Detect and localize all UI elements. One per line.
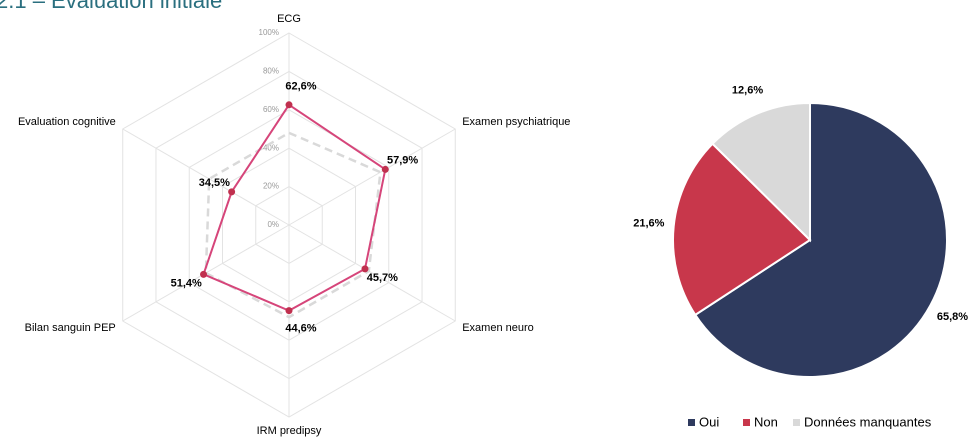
data-label: 44,6%	[285, 323, 316, 335]
data-label: 51,4%	[171, 277, 202, 289]
pie-slice	[711, 101, 811, 243]
r-tick-label: 80%	[263, 67, 279, 76]
data-label: 21,6%	[633, 218, 664, 230]
data-label: 12,6%	[732, 84, 763, 96]
r-tick-label: 60%	[263, 105, 279, 114]
r-tick-label: 20%	[263, 182, 279, 191]
legend-label: Oui	[699, 414, 719, 429]
spoke	[288, 128, 456, 226]
data-label: 45,7%	[367, 272, 398, 284]
radar-line	[204, 131, 382, 319]
axis-label: Bilan sanguin PEP	[25, 322, 116, 334]
r-tick-label: 40%	[263, 143, 279, 152]
radar-point	[285, 101, 293, 109]
legend-swatch	[688, 419, 695, 426]
legend-label: Données manquantes	[804, 414, 932, 429]
r-tick-label: 100%	[259, 28, 279, 37]
data-label: 65,8%	[937, 311, 968, 323]
axis-label: Examen psychiatrique	[462, 116, 570, 128]
page-title: 2.1 – Evaluation initiale	[0, 0, 222, 13]
spoke	[122, 128, 290, 226]
legend-swatch	[743, 419, 750, 426]
pie-slice	[693, 101, 948, 378]
radar-point	[361, 265, 369, 273]
data-label: 34,5%	[199, 177, 230, 189]
axis-label: Evaluation cognitive	[18, 116, 116, 128]
axis-label: IRM predipsy	[257, 425, 322, 437]
pie-slice	[672, 142, 812, 317]
r-tick-label: 0%	[267, 220, 279, 229]
data-label: 57,9%	[387, 154, 418, 166]
spoke	[288, 224, 456, 322]
legend-label: Non	[754, 414, 778, 429]
legend-swatch	[793, 419, 800, 426]
axis-label: Examen neuro	[462, 322, 534, 334]
radar-point	[381, 165, 389, 173]
radar-point	[228, 188, 236, 196]
radar-point	[285, 307, 293, 315]
axis-label: ECG	[277, 13, 301, 25]
data-label: 62,6%	[285, 81, 316, 93]
radar-point	[200, 270, 208, 278]
